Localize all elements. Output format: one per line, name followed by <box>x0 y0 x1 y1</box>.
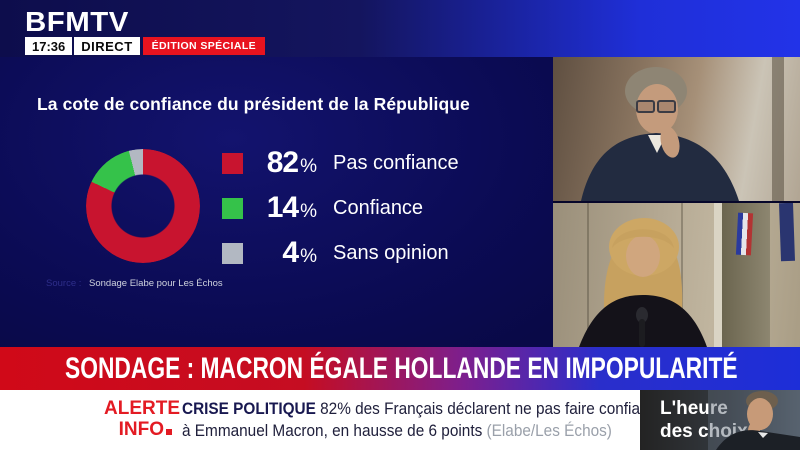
header-band: BFMTV 17:36 DIRECT ÉDITION SPÉCIALE <box>0 0 800 57</box>
clock-badge: 17:36 <box>25 37 73 55</box>
guest-female-illustration <box>579 218 707 347</box>
legend-label: Confiance <box>333 196 424 219</box>
poll-chart-panel: La cote de confiance du président de la … <box>0 57 553 347</box>
legend-row-confiance: 14 % Confiance <box>222 191 459 225</box>
video-feed-guest-male <box>553 57 800 201</box>
ticker-text: CRISE POLITIQUE 82% des Français déclare… <box>182 398 665 442</box>
headline-text: SONDAGE : MACRON ÉGALE HOLLANDE EN IMPOP… <box>65 351 738 385</box>
donut-chart <box>86 149 200 263</box>
percent-sign: % <box>300 246 317 267</box>
program-promo-box: L'heure des choix <box>640 390 800 450</box>
legend-value: 82 <box>266 146 299 179</box>
red-square-icon <box>166 429 172 435</box>
live-badge: DIRECT <box>74 37 140 55</box>
studio-background-detail <box>772 57 784 201</box>
special-edition-badge: ÉDITION SPÉCIALE <box>142 37 266 55</box>
alert-word: INFO <box>118 419 164 440</box>
video-feed-guest-female <box>553 203 800 347</box>
wall-panel-line <box>587 203 589 347</box>
ticker-source: (Elabe/Les Échos) <box>486 422 612 440</box>
alert-info-tag: ALERTE INFO <box>104 398 180 440</box>
chart-source: Source : Sondage Elabe pour Les Échos <box>46 278 223 289</box>
ticker-line2: à Emmanuel Macron, en hausse de 6 points <box>182 422 483 440</box>
source-label: Source : <box>46 278 82 289</box>
video-column <box>553 57 800 347</box>
legend-swatch-green <box>222 197 243 219</box>
guest-male-illustration <box>581 67 739 201</box>
legend-label: Sans opinion <box>333 241 449 264</box>
program-title: L'heure des choix <box>660 398 748 442</box>
ticker-line1: 82% des Français déclarent ne pas faire … <box>320 400 665 418</box>
ticker-category: CRISE POLITIQUE <box>182 400 316 418</box>
legend-label: Pas confiance <box>333 151 459 174</box>
macron-photo-illustration <box>708 390 800 450</box>
chart-title: La cote de confiance du président de la … <box>37 94 470 114</box>
chart-legend: 82 % Pas confiance 14 % Confiance 4 % <box>222 146 459 281</box>
legend-row-sans-opinion: 4 % Sans opinion <box>222 236 459 270</box>
header-badges: 17:36 DIRECT ÉDITION SPÉCIALE <box>25 37 266 55</box>
legend-value: 14 <box>266 191 299 224</box>
legend-swatch-red <box>222 152 243 174</box>
source-value: Sondage Elabe pour Les Échos <box>89 278 223 289</box>
legend-value: 4 <box>282 236 299 269</box>
headline-banner: SONDAGE : MACRON ÉGALE HOLLANDE EN IMPOP… <box>0 347 800 390</box>
legend-row-pas-confiance: 82 % Pas confiance <box>222 146 459 180</box>
wall-panel-line <box>681 203 683 347</box>
percent-sign: % <box>300 201 317 222</box>
legend-swatch-gray <box>222 242 243 264</box>
feed-separator <box>553 201 800 203</box>
door-frame <box>714 203 722 347</box>
percent-sign: % <box>300 156 317 177</box>
bfmtv-logo: BFMTV <box>25 6 129 37</box>
alert-word: ALERTE <box>104 398 180 419</box>
